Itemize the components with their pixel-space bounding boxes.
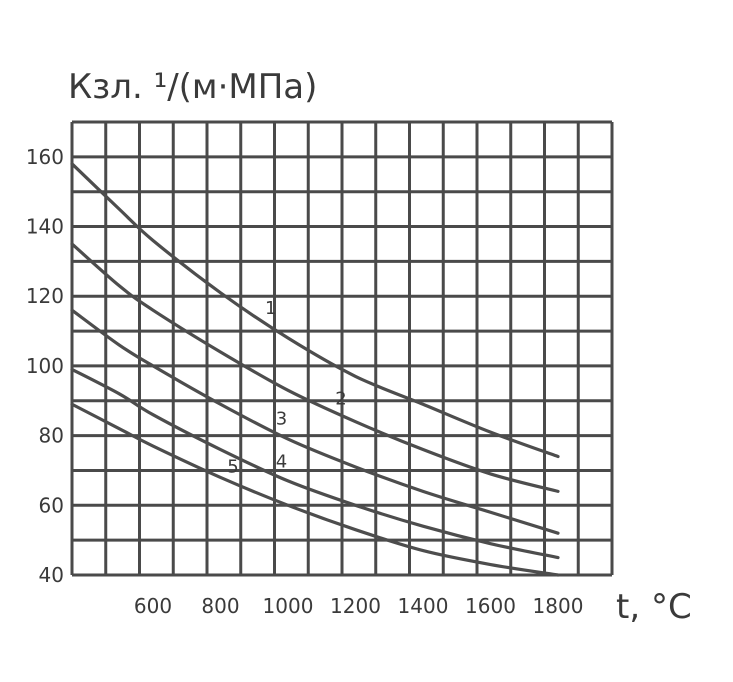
series-label-3: 3 [276, 409, 287, 430]
x-axis-title: t, °C [616, 587, 692, 627]
y-tick-label: 40 [39, 563, 64, 587]
y-tick-label: 140 [26, 215, 64, 239]
series-label-2: 2 [335, 388, 346, 409]
y-tick-label: 120 [26, 284, 64, 308]
x-tick-label: 1200 [330, 594, 381, 618]
x-tick-label: 1600 [465, 594, 516, 618]
series-label-5: 5 [227, 457, 238, 478]
x-tick-label: 800 [201, 594, 239, 618]
series-line-2 [70, 242, 560, 493]
curves: 1 2 3 4 5 [70, 162, 560, 577]
series-label-4: 4 [276, 451, 287, 472]
series-label-1: 1 [265, 298, 276, 319]
x-tick-label: 1400 [398, 594, 449, 618]
series-line-3 [70, 308, 560, 535]
y-tick-label: 160 [26, 145, 64, 169]
y-axis-title: Кзл. ¹/(м·МПа) [68, 67, 317, 107]
series-line-1 [70, 162, 560, 459]
y-tick-label: 80 [39, 424, 64, 448]
tick-labels: 600 800 1000 1200 1400 1600 180040608010012014… [26, 145, 584, 618]
series-line-5 [70, 402, 560, 577]
series-line-4 [70, 367, 560, 560]
y-tick-label: 60 [39, 493, 64, 517]
y-tick-label: 100 [26, 354, 64, 378]
grid [70, 120, 614, 577]
x-tick-label: 1800 [533, 594, 584, 618]
x-tick-label: 600 [134, 594, 172, 618]
x-tick-label: 1000 [263, 594, 314, 618]
